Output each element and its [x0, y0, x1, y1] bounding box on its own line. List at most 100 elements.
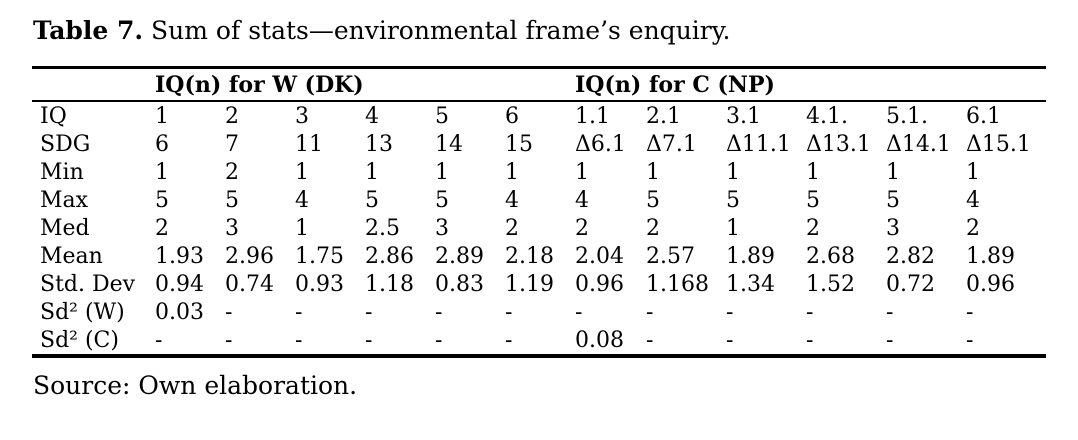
table-cell: 2	[646, 215, 661, 241]
table-cell: 4	[966, 187, 981, 213]
table-cell: Δ7.1	[646, 131, 697, 157]
table-cell: 2	[225, 103, 239, 129]
table-cell: 4	[295, 187, 309, 213]
table-cell: -	[966, 327, 974, 353]
table-cell: 0.93	[295, 271, 344, 297]
table-cell: 1	[435, 159, 449, 185]
table-cell: 0.72	[886, 271, 935, 297]
table-cell: 1	[155, 159, 169, 185]
table-row: Mean 1.93 2.96 1.75 2.86 2.89 2.18 2.04 2.57 1.89…	[32, 242, 1046, 270]
table-cell: 14	[435, 131, 463, 157]
table-cell: 1.18	[365, 271, 414, 297]
table-cell: 1.52	[806, 271, 855, 297]
table-cell: -	[435, 327, 443, 353]
table-cell: -	[295, 299, 303, 325]
table-cell: -	[726, 299, 734, 325]
table-cell: Δ15.1	[966, 131, 1031, 157]
table-cell: -	[575, 299, 583, 325]
table-cell: -	[505, 299, 513, 325]
table-cell: -	[966, 299, 974, 325]
row-label: IQ	[40, 103, 67, 129]
table-row: Std. Dev 0.94 0.74 0.93 1.18 0.83 1.19 0.96 1.16…	[32, 270, 1046, 298]
table-cell: -	[726, 327, 734, 353]
table-cell: 3	[435, 215, 449, 241]
table-cell: 1.93	[155, 243, 204, 269]
table-caption: Table 7. Sum of stats—environmental fram…	[33, 14, 1078, 47]
table-cell: 2.5	[365, 215, 400, 241]
table-cell: 4.1.	[806, 103, 848, 129]
table-cell: 0.08	[575, 327, 624, 353]
table-cell: 1	[155, 103, 169, 129]
table-row: Med 2 3 1 2.5 3 2 2 2 1 2 3 2	[32, 214, 1046, 242]
table-cell: -	[886, 299, 894, 325]
table-cell: 0.03	[155, 299, 204, 325]
table-cell: -	[155, 327, 163, 353]
table-cell: 15	[505, 131, 533, 157]
table-cell: -	[646, 327, 654, 353]
row-label: Max	[40, 187, 89, 213]
table-cell: 2.68	[806, 243, 855, 269]
table-cell: 0.74	[225, 271, 274, 297]
table-cell: 1	[966, 159, 981, 185]
table-cell: 5	[646, 187, 661, 213]
group-header-row: IQ(n) for W (DK) IQ(n) for C (NP)	[32, 67, 1047, 102]
table-cell: 1.19	[505, 271, 554, 297]
table-cell: 13	[365, 131, 393, 157]
table-caption-text: Sum of stats—environmental frame’s enqui…	[143, 16, 731, 45]
table-cell: 3	[225, 215, 239, 241]
table-cell: 5	[435, 103, 449, 129]
table-cell: -	[886, 327, 894, 353]
table-cell: Δ11.1	[726, 131, 791, 157]
table-cell: 5	[726, 187, 741, 213]
paper-table-figure: Table 7. Sum of stats—environmental fram…	[0, 14, 1078, 440]
table-row: IQ 1 2 3 4 5 6 1.1 2.1 3.1 4.1. 5.1. 6.1	[32, 101, 1046, 130]
table-cell: 2	[806, 215, 821, 241]
table-cell: 1	[886, 159, 901, 185]
table-cell: 5	[886, 187, 901, 213]
table-cell: -	[806, 327, 814, 353]
table-cell: 4	[365, 103, 379, 129]
table-cell: 5	[435, 187, 449, 213]
table-cell: -	[295, 327, 303, 353]
group-header-c-np: IQ(n) for C (NP)	[575, 67, 1047, 102]
table-cell: 6	[155, 131, 169, 157]
table-cell: 2	[966, 215, 981, 241]
table-row: Max 5 5 4 5 5 4 4 5 5 5 5 4	[32, 186, 1046, 214]
table-cell: 2	[575, 215, 590, 241]
table-cell: 6	[505, 103, 519, 129]
table-cell: 2.57	[646, 243, 695, 269]
table-cell: 3	[886, 215, 901, 241]
table-cell: 11	[295, 131, 323, 157]
table-cell: 3	[295, 103, 309, 129]
table-cell: 1.168	[646, 271, 709, 297]
table-cell: -	[365, 299, 373, 325]
stats-table-header: IQ(n) for W (DK) IQ(n) for C (NP)	[32, 67, 1047, 102]
table-cell: 1.89	[966, 243, 1015, 269]
table-cell: 0.94	[155, 271, 204, 297]
table-cell: 0.96	[575, 271, 624, 297]
table-cell: 1	[575, 159, 590, 185]
table-cell: 5	[365, 187, 379, 213]
row-label: Min	[40, 159, 84, 185]
table-cell: 1.89	[726, 243, 775, 269]
table-cell: 4	[505, 187, 519, 213]
table-cell: 5	[806, 187, 821, 213]
table-cell: 2.89	[435, 243, 484, 269]
table-cell: 1.1	[575, 103, 611, 129]
table-cell: 2.1	[646, 103, 682, 129]
table-cell: 2.04	[575, 243, 624, 269]
table-row: Min 1 2 1 1 1 1 1 1 1 1 1 1	[32, 158, 1046, 186]
table-cell: 1	[295, 215, 309, 241]
table-caption-number: Table 7.	[33, 16, 144, 45]
stats-table-body: IQ 1 2 3 4 5 6 1.1 2.1 3.1 4.1. 5.1. 6.1 SDG 6 7 11 13 14 1…	[32, 101, 1046, 356]
table-cell: 5	[155, 187, 169, 213]
table-cell: -	[806, 299, 814, 325]
table-cell: -	[505, 327, 513, 353]
table-cell: 2.82	[886, 243, 935, 269]
table-cell: Δ14.1	[886, 131, 951, 157]
row-label: Med	[40, 215, 90, 241]
table-cell: Δ6.1	[575, 131, 626, 157]
table-cell: 1	[726, 215, 741, 241]
table-cell: -	[225, 327, 233, 353]
table-cell: 6.1	[966, 103, 1002, 129]
